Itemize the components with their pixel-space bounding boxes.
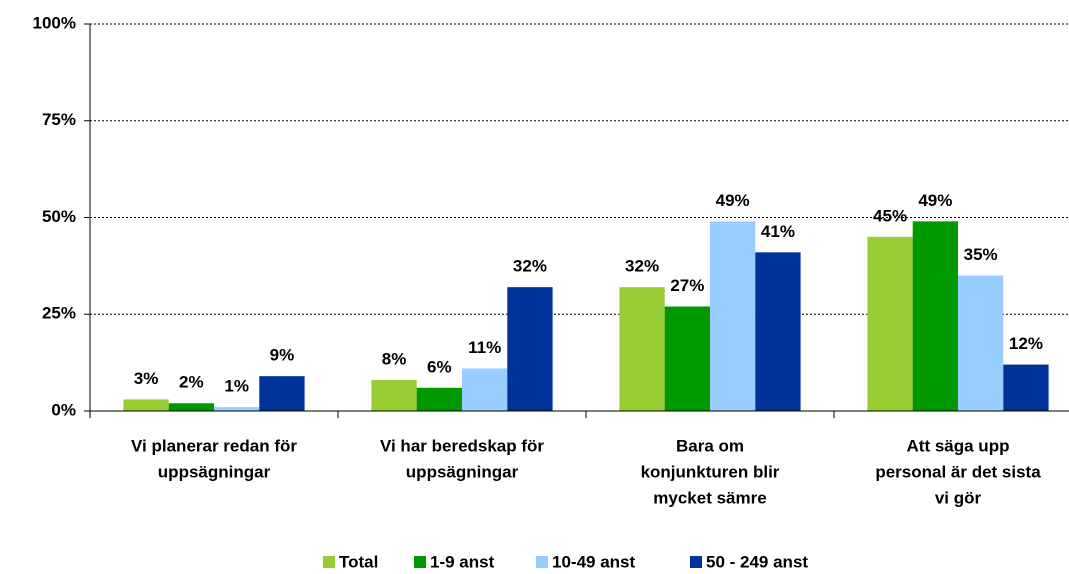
x-tick-label: uppsägningar — [158, 462, 271, 481]
x-tick-label: Att säga upp — [907, 436, 1010, 455]
legend-label: 10-49 anst — [552, 552, 635, 571]
legend-label: 50 - 249 anst — [706, 552, 808, 571]
data-label: 32% — [513, 257, 547, 276]
data-label: 3% — [134, 369, 159, 388]
legend-swatch — [690, 556, 702, 568]
x-tick-label: uppsägningar — [406, 462, 519, 481]
data-label: 45% — [873, 206, 907, 225]
x-tick-label: mycket sämre — [653, 488, 766, 507]
data-label: 11% — [468, 338, 501, 357]
x-tick-label: personal är det sista — [875, 462, 1041, 481]
bar — [912, 221, 958, 411]
legend-swatch — [536, 556, 548, 568]
data-label: 6% — [427, 357, 452, 376]
data-label: 49% — [716, 191, 750, 210]
data-label: 8% — [382, 350, 407, 369]
bar — [259, 376, 305, 411]
bar — [1003, 364, 1049, 411]
bar — [755, 252, 801, 411]
data-label: 27% — [670, 276, 704, 295]
data-label: 41% — [761, 222, 795, 241]
bar — [507, 287, 553, 411]
x-tick-label: Vi har beredskap för — [380, 436, 544, 455]
bar — [710, 221, 756, 411]
bar — [123, 399, 169, 411]
bar — [958, 275, 1004, 411]
data-label: 9% — [270, 346, 295, 365]
legend-swatch — [414, 556, 426, 568]
x-tick-label: konjunkturen blir — [641, 462, 780, 481]
bar — [214, 407, 260, 411]
y-tick-label: 75% — [42, 110, 76, 129]
legend-label: Total — [339, 552, 378, 571]
legend-swatch — [323, 556, 335, 568]
data-label: 12% — [1009, 334, 1043, 353]
bar — [619, 287, 665, 411]
data-label: 35% — [964, 245, 998, 264]
data-label: 32% — [625, 257, 659, 276]
data-label: 2% — [179, 373, 204, 392]
bar — [416, 387, 462, 411]
y-tick-label: 0% — [51, 400, 76, 419]
x-tick-label: Bara om — [676, 436, 744, 455]
y-tick-label: 100% — [33, 13, 76, 32]
data-label: 49% — [918, 191, 952, 210]
x-tick-label: Vi planerar redan för — [131, 436, 297, 455]
bar — [462, 368, 508, 411]
legend-label: 1-9 anst — [430, 552, 495, 571]
x-tick-label: vi gör — [935, 488, 982, 507]
bar — [867, 236, 913, 411]
y-tick-label: 25% — [42, 304, 76, 323]
bar — [371, 380, 417, 411]
data-label: 1% — [224, 377, 249, 396]
y-tick-label: 50% — [42, 207, 76, 226]
bar — [168, 403, 214, 411]
bar — [664, 306, 710, 411]
